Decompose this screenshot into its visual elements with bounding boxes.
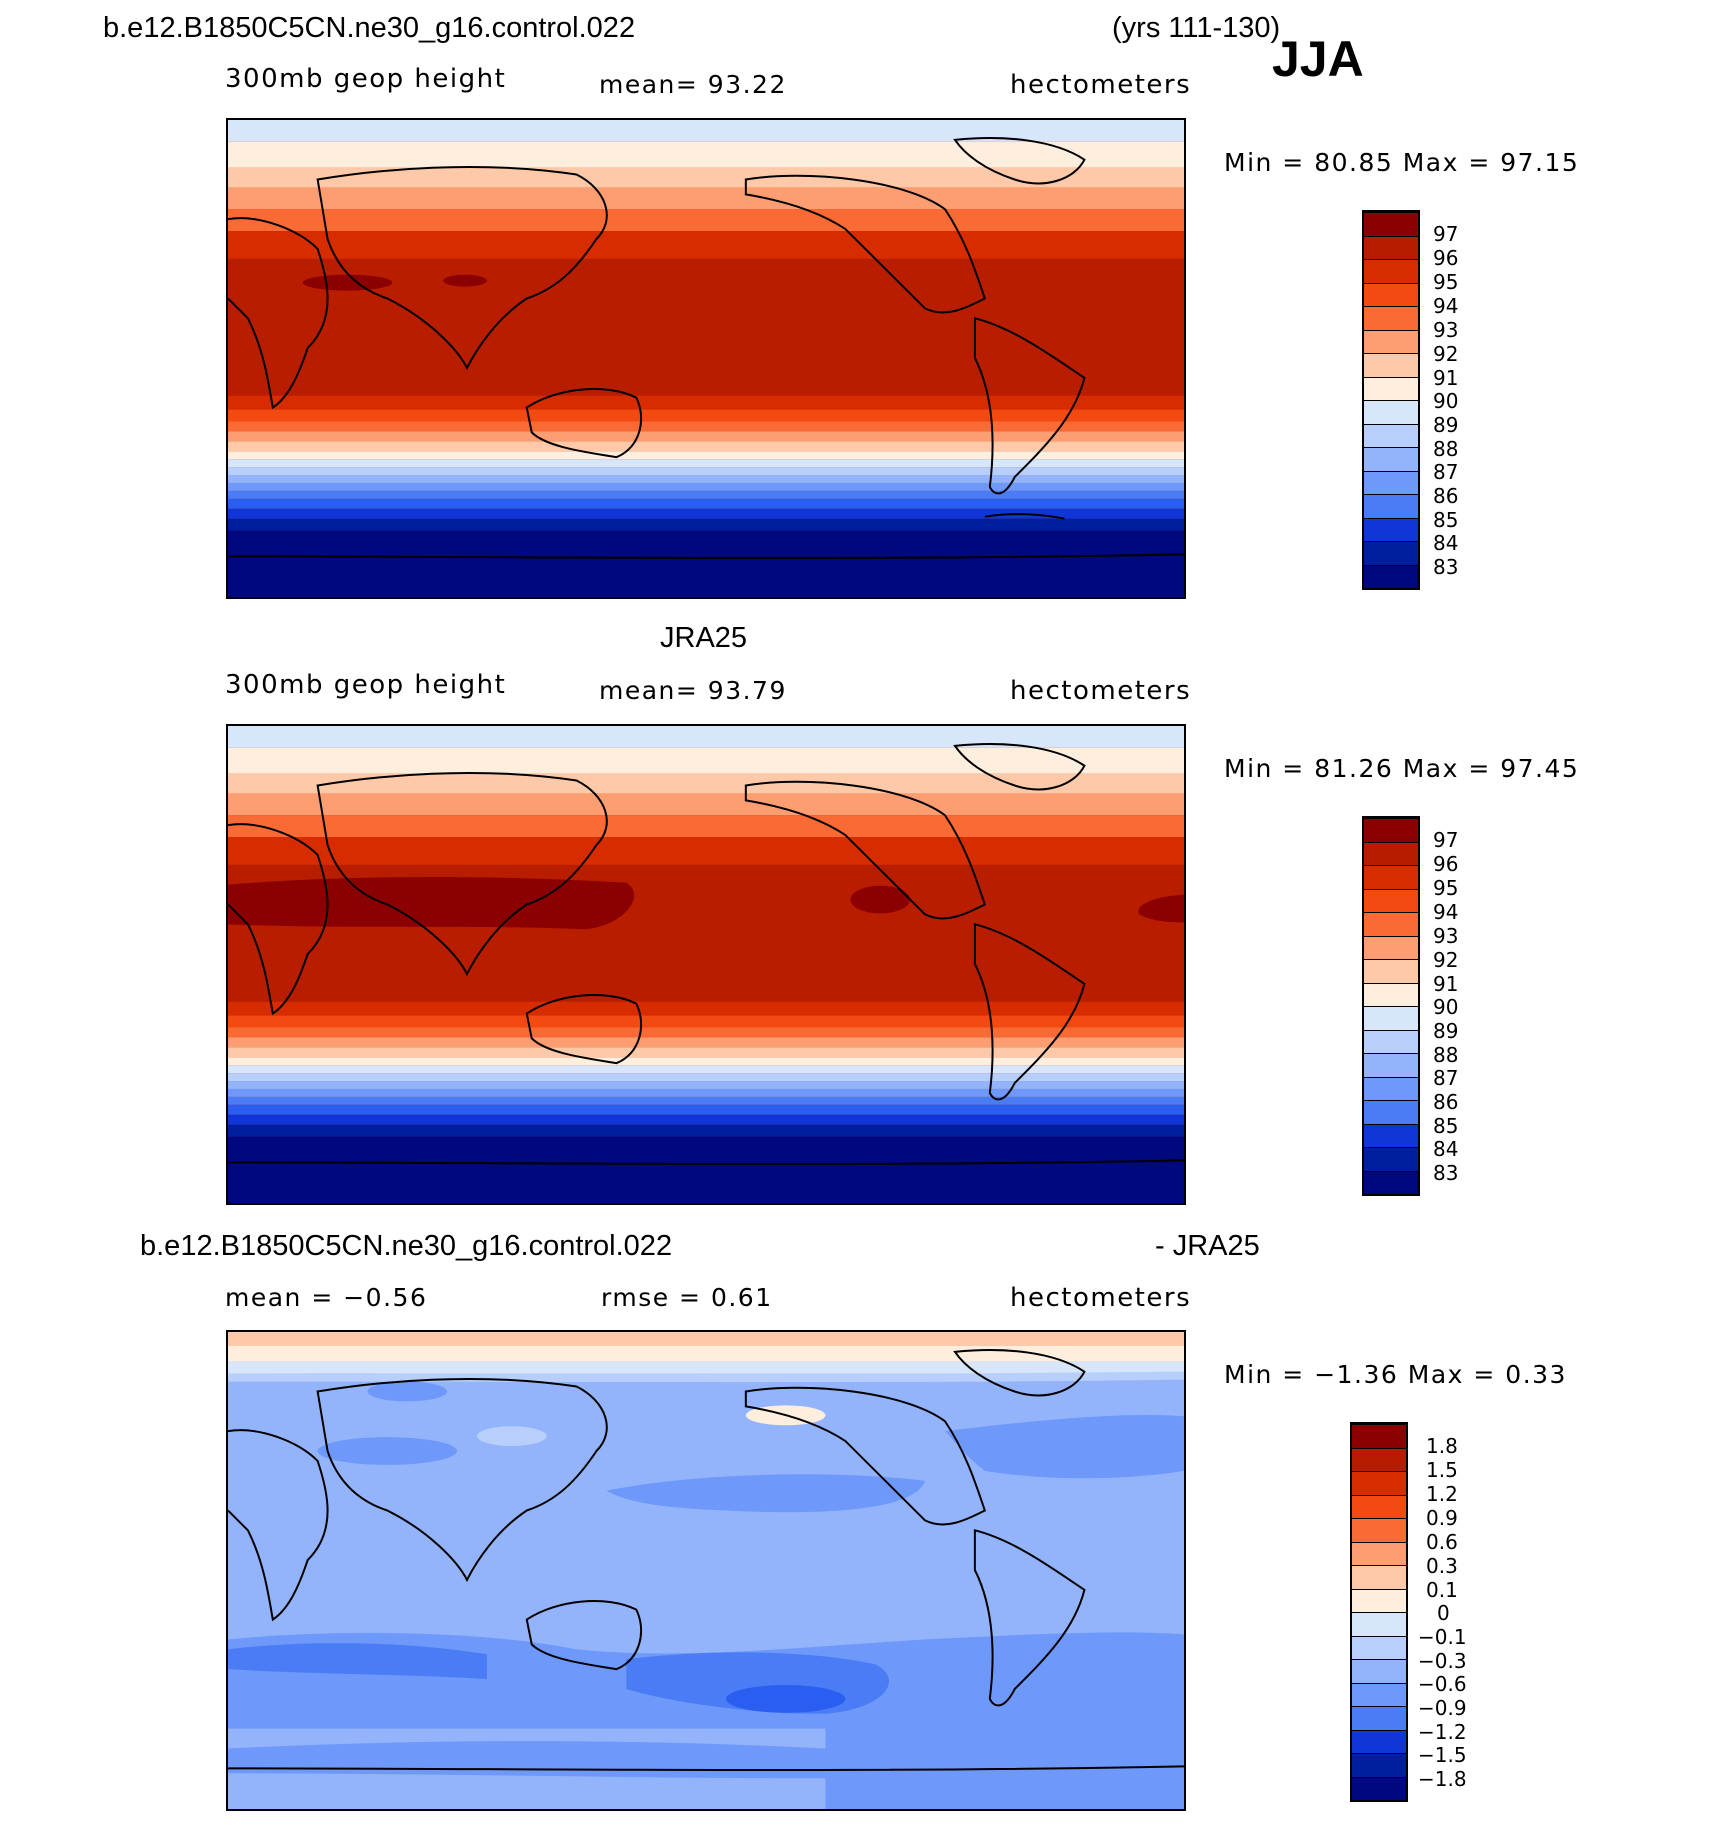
cbar3-tick: 0.3: [1426, 1554, 1458, 1578]
cbar1-tick: 89: [1433, 413, 1459, 437]
panel3-colorbar: [1350, 1422, 1408, 1802]
cbar3-tick: −0.1: [1418, 1625, 1467, 1649]
cbar2-tick: 84: [1433, 1137, 1459, 1161]
cbar3-tick: −0.9: [1418, 1696, 1467, 1720]
cbar1-tick: 84: [1433, 531, 1459, 555]
case-title: b.e12.B1850C5CN.ne30_g16.control.022: [103, 12, 636, 44]
cbar1-tick: 91: [1433, 366, 1459, 390]
cbar3-tick: 0.9: [1426, 1506, 1458, 1530]
panel2-colorbar: [1362, 816, 1420, 1196]
panel3-title-right: - JRA25: [1155, 1230, 1260, 1262]
cbar1-tick: 85: [1433, 508, 1459, 532]
cbar2-tick: 83: [1433, 1161, 1459, 1185]
cbar1-tick: 96: [1433, 246, 1459, 270]
cbar3-tick: −1.5: [1418, 1743, 1467, 1767]
cbar3-tick: −1.2: [1418, 1720, 1467, 1744]
panel2-map: [226, 724, 1186, 1205]
cbar1-tick: 87: [1433, 460, 1459, 484]
panel2-mean: mean= 93.79: [599, 676, 787, 705]
cbar2-tick: 87: [1433, 1066, 1459, 1090]
cbar3-tick: −0.6: [1418, 1672, 1467, 1696]
cbar2-tick: 88: [1433, 1043, 1459, 1067]
coastlines: [228, 137, 1184, 560]
cbar3-tick: −1.8: [1418, 1767, 1467, 1791]
cbar1-tick: 92: [1433, 342, 1459, 366]
cbar3-tick: 1.5: [1426, 1458, 1458, 1482]
panel2-variable: 300mb geop height: [225, 670, 507, 700]
cbar1-tick: 88: [1433, 437, 1459, 461]
panel1-units: hectometers: [1010, 70, 1192, 100]
cbar2-tick: 97: [1433, 828, 1459, 852]
panel1-minmax: Min = 80.85 Max = 97.15: [1224, 148, 1580, 177]
cbar3-tick: 1.8: [1426, 1434, 1458, 1458]
season-label: JJA: [1272, 31, 1364, 87]
panel1-mean: mean= 93.22: [599, 70, 787, 99]
panel1-variable: 300mb geop height: [225, 64, 507, 94]
cbar2-tick: 86: [1433, 1090, 1459, 1114]
cbar3-tick: −0.3: [1418, 1649, 1467, 1673]
cbar2-tick: 89: [1433, 1019, 1459, 1043]
cbar1-tick: 83: [1433, 555, 1459, 579]
cbar2-tick: 90: [1433, 995, 1459, 1019]
panel3-units: hectometers: [1010, 1283, 1192, 1313]
cbar3-tick: 0.6: [1426, 1530, 1458, 1554]
cbar2-tick: 94: [1433, 900, 1459, 924]
panel3-map: [226, 1330, 1186, 1811]
cbar3-tick: 1.2: [1426, 1482, 1458, 1506]
panel3-field: [228, 1332, 1184, 1809]
panel3-minmax: Min = −1.36 Max = 0.33: [1224, 1360, 1567, 1389]
coastlines: [228, 1349, 1184, 1772]
cbar1-tick: 95: [1433, 270, 1459, 294]
panel1-field: [228, 120, 1184, 597]
panel3-rmse: rmse = 0.61: [601, 1283, 773, 1312]
cbar2-tick: 93: [1433, 924, 1459, 948]
cbar1-tick: 90: [1433, 389, 1459, 413]
cbar3-tick: 0: [1437, 1601, 1450, 1625]
panel1-colorbar: [1362, 210, 1420, 590]
cbar2-tick: 92: [1433, 948, 1459, 972]
panel3-title-left: b.e12.B1850C5CN.ne30_g16.control.022: [140, 1230, 673, 1262]
panel2-field: [228, 726, 1184, 1203]
cbar2-tick: 96: [1433, 852, 1459, 876]
panel2-title: JRA25: [660, 622, 748, 654]
cbar1-tick: 93: [1433, 318, 1459, 342]
panel2-units: hectometers: [1010, 676, 1192, 706]
cbar2-tick: 95: [1433, 876, 1459, 900]
years-label: (yrs 111-130): [1112, 12, 1281, 44]
cbar2-tick: 85: [1433, 1114, 1459, 1138]
panel2-minmax: Min = 81.26 Max = 97.45: [1224, 754, 1580, 783]
cbar3-tick: 0.1: [1426, 1578, 1458, 1602]
cbar1-tick: 97: [1433, 222, 1459, 246]
panel3-mean: mean = −0.56: [225, 1283, 428, 1312]
coastlines: [228, 743, 1184, 1166]
cbar2-tick: 91: [1433, 972, 1459, 996]
cbar1-tick: 86: [1433, 484, 1459, 508]
cbar1-tick: 94: [1433, 294, 1459, 318]
panel1-map: [226, 118, 1186, 599]
